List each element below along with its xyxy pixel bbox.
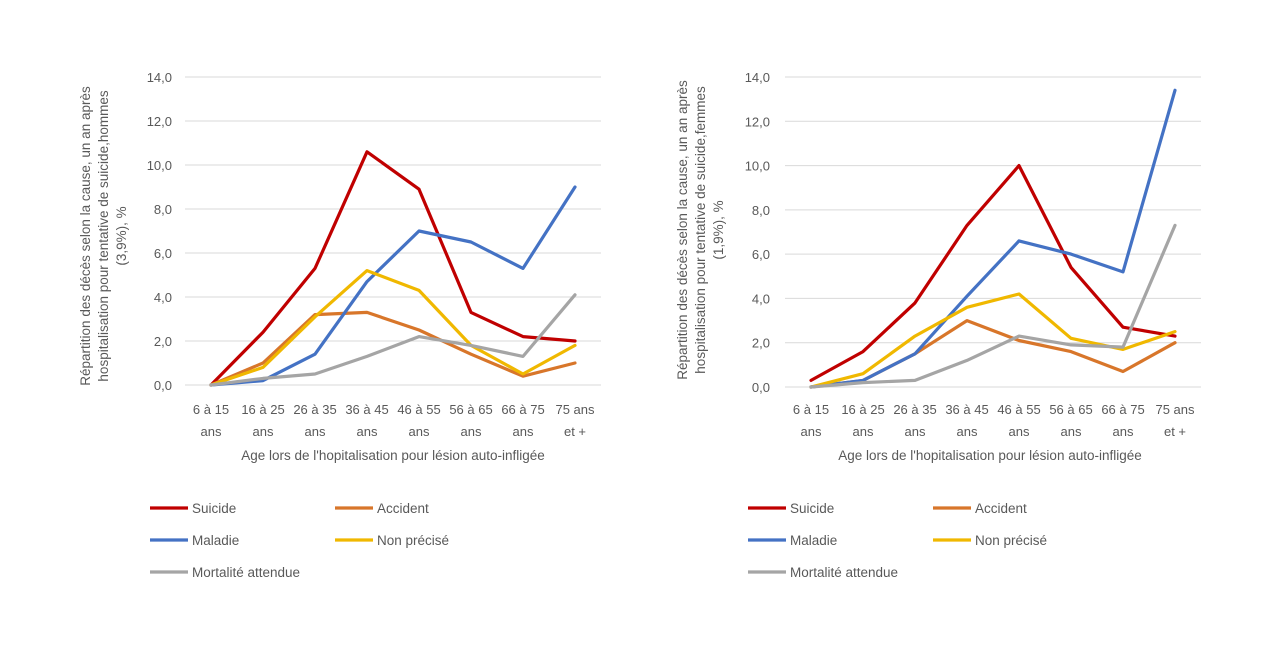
x-tick-label: 36 à 45 — [345, 402, 388, 417]
x-tick-label: ans — [801, 424, 822, 439]
y-axis-title-line: hospitalisation pour tentative de suicid… — [693, 86, 708, 374]
x-tick-label: 16 à 25 — [241, 402, 284, 417]
series-line-non-pr-cis- — [209, 269, 577, 387]
legend-label: Non précisé — [975, 533, 1047, 548]
series-line-suicide — [209, 150, 577, 387]
x-tick-label: et + — [1164, 424, 1186, 439]
legend-label: Maladie — [790, 533, 837, 548]
legend-label: Mortalité attendue — [790, 565, 898, 580]
legend-label: Suicide — [790, 501, 834, 516]
x-tick-label: ans — [853, 424, 874, 439]
series-line-mortalit-attendue — [209, 293, 577, 387]
y-axis-title-line: Répartition des décès selon la cause, un… — [675, 80, 690, 380]
legend-label: Accident — [377, 501, 429, 516]
y-tick-label: 0,0 — [154, 378, 172, 393]
x-tick-label: 6 à 15 — [193, 402, 229, 417]
legend-label: Suicide — [192, 501, 236, 516]
legend-label: Maladie — [192, 533, 239, 548]
x-tick-label: 26 à 35 — [293, 402, 336, 417]
y-axis-title: Répartition des décès selon la cause, un… — [675, 80, 726, 380]
y-tick-label: 4,0 — [154, 290, 172, 305]
legend-label: Mortalité attendue — [192, 565, 300, 580]
x-tick-label: 16 à 25 — [841, 402, 884, 417]
y-tick-label: 12,0 — [745, 114, 770, 129]
y-axis-title-line: (3,9%), % — [114, 206, 129, 265]
legend-label: Accident — [975, 501, 1027, 516]
x-tick-label: 26 à 35 — [893, 402, 936, 417]
y-tick-label: 6,0 — [752, 247, 770, 262]
y-tick-label: 2,0 — [752, 336, 770, 351]
x-tick-label: ans — [957, 424, 978, 439]
x-tick-label: 6 à 15 — [793, 402, 829, 417]
y-axis-title-line: Répartition des décès selon la cause, un… — [78, 86, 93, 386]
x-tick-label: 56 à 65 — [1049, 402, 1092, 417]
y-tick-label: 8,0 — [154, 202, 172, 217]
y-tick-label: 14,0 — [147, 70, 172, 85]
y-axis-title-line: (1,9%), % — [711, 200, 726, 259]
y-tick-label: 2,0 — [154, 334, 172, 349]
x-tick-label: ans — [905, 424, 926, 439]
x-tick-label: ans — [305, 424, 326, 439]
x-tick-label: ans — [357, 424, 378, 439]
chart-hommes: 0,0 2,0 4,0 6,0 8,0 10,0 12,0 14,0 6 à 15 ans 16 à… — [78, 70, 601, 580]
x-tick-label: ans — [201, 424, 222, 439]
chart-femmes: 0,0 2,0 4,0 6,0 8,0 10,0 12,0 14,0 6 à 15 ans 16 à… — [675, 70, 1201, 580]
x-tick-label: ans — [253, 424, 274, 439]
x-tick-label: ans — [513, 424, 534, 439]
series-line-maladie — [809, 88, 1177, 389]
x-axis-title: Age lors de l'hopitalisation pour lésion… — [241, 448, 545, 463]
x-tick-label: 75 ans — [555, 402, 595, 417]
y-tick-label: 0,0 — [752, 380, 770, 395]
x-tick-label: 56 à 65 — [449, 402, 492, 417]
x-axis-title: Age lors de l'hopitalisation pour lésion… — [838, 448, 1142, 463]
x-tick-label: 75 ans — [1155, 402, 1195, 417]
series-line-accident — [209, 310, 577, 387]
y-tick-label: 14,0 — [745, 70, 770, 85]
x-tick-label: ans — [1009, 424, 1030, 439]
legend-label: Non précisé — [377, 533, 449, 548]
series-line-suicide — [809, 164, 1177, 382]
series-line-mortalit-attendue — [809, 223, 1177, 389]
y-tick-label: 6,0 — [154, 246, 172, 261]
y-tick-label: 8,0 — [752, 203, 770, 218]
series-line-non-pr-cis- — [809, 292, 1177, 389]
x-tick-label: ans — [409, 424, 430, 439]
x-tick-label: ans — [1061, 424, 1082, 439]
y-axis-title-line: hospitalisation pour tentative de suicid… — [96, 90, 111, 381]
x-tick-label: 46 à 55 — [397, 402, 440, 417]
x-tick-label: 36 à 45 — [945, 402, 988, 417]
y-tick-label: 12,0 — [147, 114, 172, 129]
y-axis-title: Répartition des décès selon la cause, un… — [78, 86, 129, 386]
x-tick-label: 66 à 75 — [1101, 402, 1144, 417]
y-tick-label: 4,0 — [752, 291, 770, 306]
series-line-accident — [809, 319, 1177, 389]
x-tick-label: 66 à 75 — [501, 402, 544, 417]
x-tick-label: ans — [461, 424, 482, 439]
x-tick-label: ans — [1113, 424, 1134, 439]
y-tick-label: 10,0 — [745, 159, 770, 174]
y-tick-label: 10,0 — [147, 158, 172, 173]
x-tick-label: et + — [564, 424, 586, 439]
x-tick-label: 46 à 55 — [997, 402, 1040, 417]
